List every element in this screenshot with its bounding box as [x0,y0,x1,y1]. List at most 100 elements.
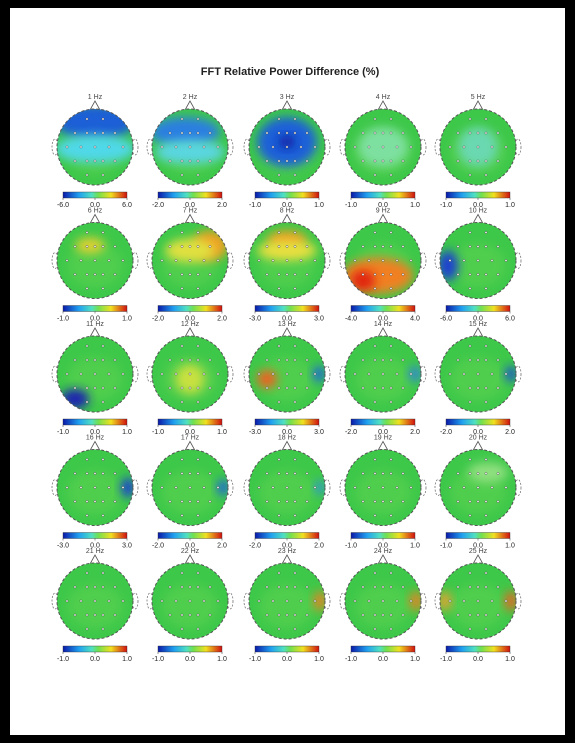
electrode [395,486,399,489]
electrode [113,131,117,135]
head-outline [151,562,229,640]
electrode [468,159,472,163]
electrode [168,245,172,248]
electrode [113,245,117,248]
electrode [180,344,184,348]
electrode [401,585,405,589]
electrode [196,386,200,390]
electrode [107,145,111,149]
electrode [395,599,399,603]
electrode [65,372,69,376]
head-outline [151,108,229,186]
electrode [468,472,472,475]
colorbar-tick-label: 3.0 [314,429,324,436]
electrode [73,500,77,503]
electrode [101,400,105,404]
colorbar [445,532,511,539]
colorbar-tick-label: -3.0 [249,429,261,436]
electrode [101,386,105,390]
electrode [79,486,83,489]
electrode [277,613,281,617]
electrode [180,571,184,575]
electrode [285,386,289,390]
electrode [496,273,500,276]
electrode [468,400,472,404]
electrode [196,514,200,517]
electrode [202,259,206,262]
electrode [367,486,371,489]
electrode [188,486,192,489]
colorbar-tick-label: 1.0 [505,542,515,549]
electrode [85,514,89,517]
electrode [468,344,472,348]
electrode [101,458,105,461]
electrode [79,259,83,262]
map-label: 16 Hz [86,434,105,441]
electrode [285,486,289,489]
map-label: 22 Hz [181,548,200,555]
map-label: 21 Hz [86,548,105,555]
electrode [196,585,200,589]
electrode [85,159,89,163]
colorbar-tick-label: 6.0 [122,202,132,209]
electrode [293,400,297,404]
nose [184,213,196,224]
electrode [504,486,508,489]
electrode [277,627,281,631]
nose [281,327,293,338]
head-outline [439,449,517,526]
nose [377,440,389,451]
electrode [409,259,413,262]
electrode [462,372,466,376]
colorbar-tick-label: -2.0 [440,429,452,436]
electrode [93,358,97,362]
electrode [476,159,480,163]
electrode [496,585,500,589]
electrode [462,599,466,603]
electrode [168,358,172,362]
electrode [107,259,111,262]
electrode [101,585,105,589]
electrode [468,458,472,461]
electrode [265,358,269,362]
map-label: 8 Hz [280,207,295,214]
map-label: 13 Hz [278,321,297,328]
electrode [188,372,192,376]
electrode [401,273,405,276]
electrode [277,173,281,177]
electrode [113,472,117,475]
electrode [93,585,97,589]
electrode [361,585,365,589]
electrode [73,472,77,475]
electrode [208,472,212,475]
electrode [101,287,105,290]
electrode [293,131,297,135]
electrode [401,131,405,135]
electrode [361,245,365,248]
colorbar-tick-label: 0.0 [473,656,483,663]
colorbar-tick-label: 2.0 [217,202,227,209]
electrode [65,145,69,149]
electrode [490,486,494,489]
head-outline [439,562,517,640]
electrode [174,372,178,376]
electrode [389,344,393,348]
electrode [121,259,125,262]
colorbar-tick-label: 0.0 [282,656,292,663]
electrode [496,613,500,617]
electrode [381,159,385,163]
electrode [180,613,184,617]
electrode [456,613,460,617]
electrode [381,613,385,617]
electrode [202,599,206,603]
electrode [373,231,377,234]
map-label: 11 Hz [86,321,104,328]
electrode [373,514,377,517]
electrode [401,358,405,362]
electrode [180,585,184,589]
electrode [85,627,89,631]
colorbar [157,418,223,426]
electrode [381,131,385,135]
head-outline [248,108,326,186]
electrode [121,486,125,489]
